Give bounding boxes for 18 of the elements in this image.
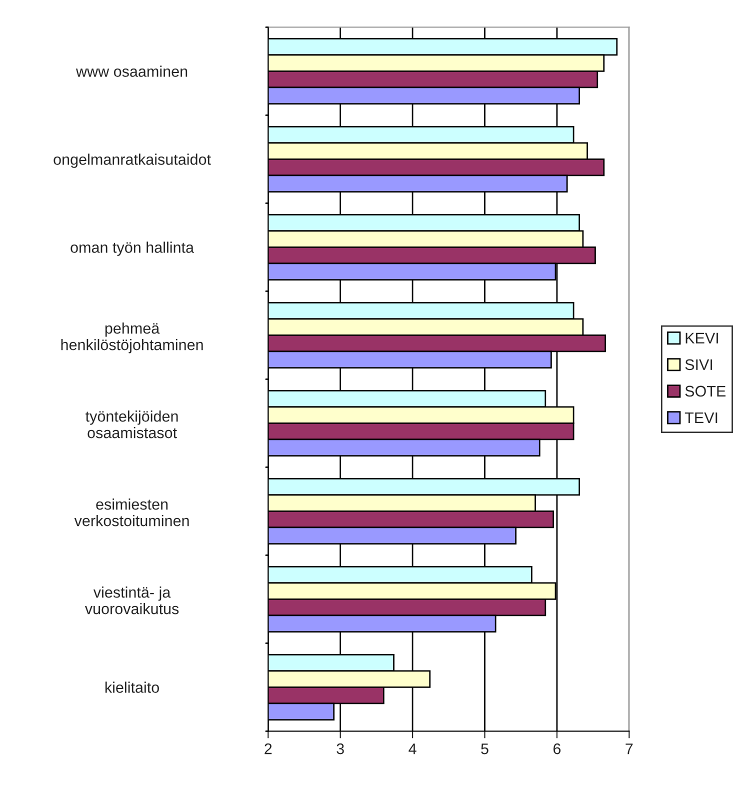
y-tick-label: www osaaminen [76,66,188,77]
legend-label: KEVI [686,332,718,344]
y-tick-label: oman työn hallinta [70,242,194,256]
legend-label: SOTE [685,386,726,397]
x-tick-label: 5 [481,744,488,754]
legend-label: TEVI [684,412,718,424]
y-tick-label: kielitaito [105,682,159,693]
x-tick-label: 6 [553,743,561,754]
x-tick-label: 3 [336,743,344,754]
y-tick-label: pehmeä henkilöstöjohtaminen [61,322,203,354]
y-tick-label: viestintä- ja vuorovaikutus [84,586,179,614]
y-tick-label: ongelmanratkaisutaidot [54,154,211,168]
y-tick-label: esimiesten verkostoituminen [74,498,189,526]
x-tick-label: 7 [626,744,633,754]
x-tick-label: 2 [264,743,272,754]
legend-label: SIVI [685,359,712,370]
x-tick-label: 4 [408,744,416,754]
y-tick-label: työntekijöiden osaamistasot [86,410,178,438]
